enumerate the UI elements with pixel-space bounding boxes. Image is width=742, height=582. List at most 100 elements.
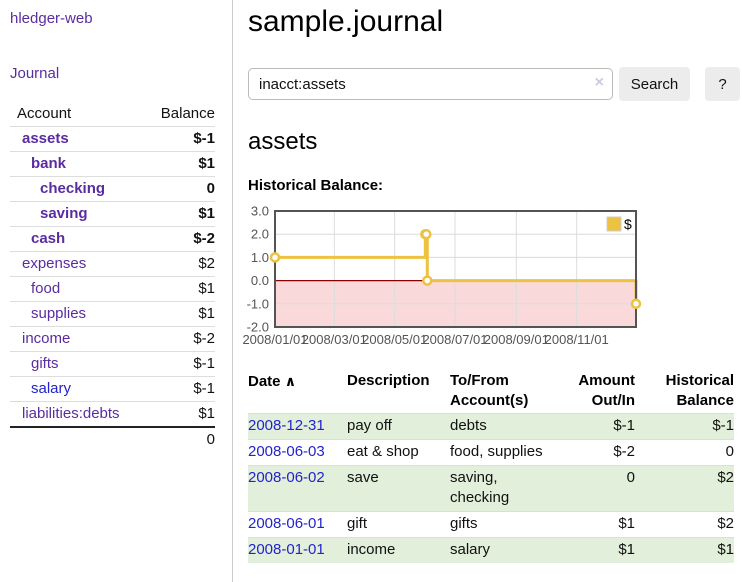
accounts-total-balance: 0: [112, 426, 215, 452]
register-date-cell: 2008-06-01: [248, 511, 347, 538]
sidebar-account-row: salary $-1: [10, 376, 215, 402]
register-rows-body: 2008-12-31 pay off debts $-1 $-1 2008-06-03 ea…: [248, 413, 734, 563]
transaction-date-link[interactable]: 2008-06-03: [248, 443, 325, 460]
register-date-cell: 2008-06-02: [248, 465, 347, 512]
account-balance: $-2: [112, 226, 215, 252]
sidebar-account-link[interactable]: liabilities:debts: [22, 405, 120, 422]
amount-column-header: Amount Out/In: [560, 369, 635, 414]
app-title-link[interactable]: hledger-web: [10, 10, 93, 27]
spacer: [10, 426, 113, 452]
register-description-cell: eat & shop: [347, 439, 450, 466]
register-accounts-cell: salary: [450, 537, 560, 563]
accounts-table: Account Balance assets $-1 bank $1 checking 0…: [10, 103, 215, 452]
account-balance: $1: [112, 401, 215, 427]
date-column-header[interactable]: Date ∧: [248, 369, 347, 414]
sidebar-account-row: assets $-1: [10, 126, 215, 152]
svg-text:2008/03/01: 2008/03/01: [302, 332, 367, 347]
account-balance: $1: [112, 276, 215, 302]
transaction-date-link[interactable]: 2008-12-31: [248, 417, 325, 434]
account-balance: $-1: [112, 351, 215, 377]
transaction-date-link[interactable]: 2008-01-01: [248, 541, 325, 558]
transaction-date-link[interactable]: 2008-06-02: [248, 469, 325, 486]
svg-text:0.0: 0.0: [251, 273, 269, 288]
register-row: 2008-01-01 income salary $1 $1: [248, 537, 734, 563]
sidebar-account-row: bank $1: [10, 151, 215, 177]
accounts-column-header: To/From Account(s): [450, 369, 560, 414]
page-title: sample.journal: [248, 5, 444, 38]
sidebar-account-link[interactable]: income: [22, 330, 71, 347]
svg-text:2008/09/01: 2008/09/01: [484, 332, 549, 347]
transaction-date-link[interactable]: 2008-06-01: [248, 515, 325, 532]
historical-balance-chart: $3.0 2.0 1.0 0.0 -1.0 -2.02008/01/012008/03/0…: [242, 204, 642, 347]
svg-text:-2.0: -2.0: [247, 320, 269, 335]
sidebar-item-journal[interactable]: Journal: [10, 65, 60, 82]
register-date-cell: 2008-06-03: [248, 439, 347, 466]
register-accounts-cell: food, supplies: [450, 439, 560, 466]
register-description-cell: income: [347, 537, 450, 563]
register-row: 2008-12-31 pay off debts $-1 $-1: [248, 413, 734, 440]
sidebar-account-row: cash $-2: [10, 226, 215, 252]
account-balance: $1: [112, 201, 215, 227]
sidebar-accounts-body: assets $-1 bank $1 checking 0 saving $1 cash $-2 e…: [10, 126, 215, 427]
register-balance-cell: $2: [635, 511, 734, 538]
sidebar-account-row: supplies $1: [10, 301, 215, 327]
search-form: × Search ?: [248, 67, 742, 101]
sidebar-account-row: expenses $2: [10, 251, 215, 277]
accounts-total-row: 0: [10, 426, 215, 452]
account-balance: $2: [112, 251, 215, 277]
register-amount-cell: 0: [560, 465, 635, 512]
register-accounts-cell: gifts: [450, 511, 560, 538]
sidebar-account-link[interactable]: assets: [22, 130, 69, 147]
sidebar-account-link[interactable]: gifts: [31, 355, 59, 372]
sidebar-account-row: gifts $-1: [10, 351, 215, 377]
sidebar-account-link[interactable]: bank: [31, 155, 67, 172]
svg-text:2008/11/01: 2008/11/01: [545, 332, 609, 347]
register-balance-cell: $-1: [635, 413, 734, 440]
svg-text:3.0: 3.0: [251, 204, 269, 219]
account-balance: 0: [112, 176, 215, 202]
svg-text:1.0: 1.0: [251, 250, 269, 265]
svg-text:2.0: 2.0: [251, 227, 269, 242]
sort-asc-icon: ∧: [284, 373, 297, 389]
register-balance-cell: $2: [635, 465, 734, 512]
accounts-table-header: Account Balance: [10, 103, 215, 127]
sidebar: hledger-web Journal Account Balance asse…: [0, 0, 233, 582]
register-amount-cell: $1: [560, 511, 635, 538]
search-input[interactable]: [248, 68, 613, 100]
register-date-cell: 2008-01-01: [248, 537, 347, 563]
account-balance: $-2: [112, 326, 215, 352]
help-button[interactable]: ?: [705, 67, 740, 101]
account-balance: $1: [112, 151, 215, 177]
register-amount-cell: $-1: [560, 413, 635, 440]
chart-title: Historical Balance:: [248, 177, 384, 194]
sidebar-account-link[interactable]: supplies: [31, 305, 87, 322]
register-description-cell: pay off: [347, 413, 450, 440]
register-amount-cell: $-2: [560, 439, 635, 466]
main-content: sample.journal × Search ? assets Histori…: [242, 0, 742, 563]
sidebar-account-link[interactable]: checking: [40, 180, 106, 197]
register-amount-cell: $1: [560, 537, 635, 563]
clear-search-icon[interactable]: ×: [594, 74, 604, 91]
register-balance-cell: 0: [635, 439, 734, 466]
register-date-cell: 2008-12-31: [248, 413, 347, 440]
register-row: 2008-06-01 gift gifts $1 $2: [248, 511, 734, 538]
sidebar-account-link[interactable]: food: [31, 280, 61, 297]
sidebar-account-link[interactable]: cash: [31, 230, 66, 247]
register-description-cell: gift: [347, 511, 450, 538]
search-button[interactable]: Search: [619, 67, 690, 101]
sidebar-account-row: checking 0: [10, 176, 215, 202]
register-accounts-cell: saving, checking: [450, 465, 560, 512]
sidebar-account-link[interactable]: salary: [31, 380, 72, 397]
register-description-cell: save: [347, 465, 450, 512]
sidebar-account-row: saving $1: [10, 201, 215, 227]
register-table: Date ∧ Description To/From Account(s) Am…: [248, 369, 734, 563]
account-heading: assets: [248, 128, 318, 155]
balance-column-header-register: Historical Balance: [635, 369, 734, 414]
account-column-header: Account: [10, 103, 113, 127]
sidebar-account-link[interactable]: expenses: [22, 255, 87, 272]
register-row: 2008-06-02 save saving, checking 0 $2: [248, 465, 734, 512]
account-balance: $-1: [112, 126, 215, 152]
account-balance: $1: [112, 301, 215, 327]
sidebar-account-link[interactable]: saving: [40, 205, 88, 222]
register-balance-cell: $1: [635, 537, 734, 563]
